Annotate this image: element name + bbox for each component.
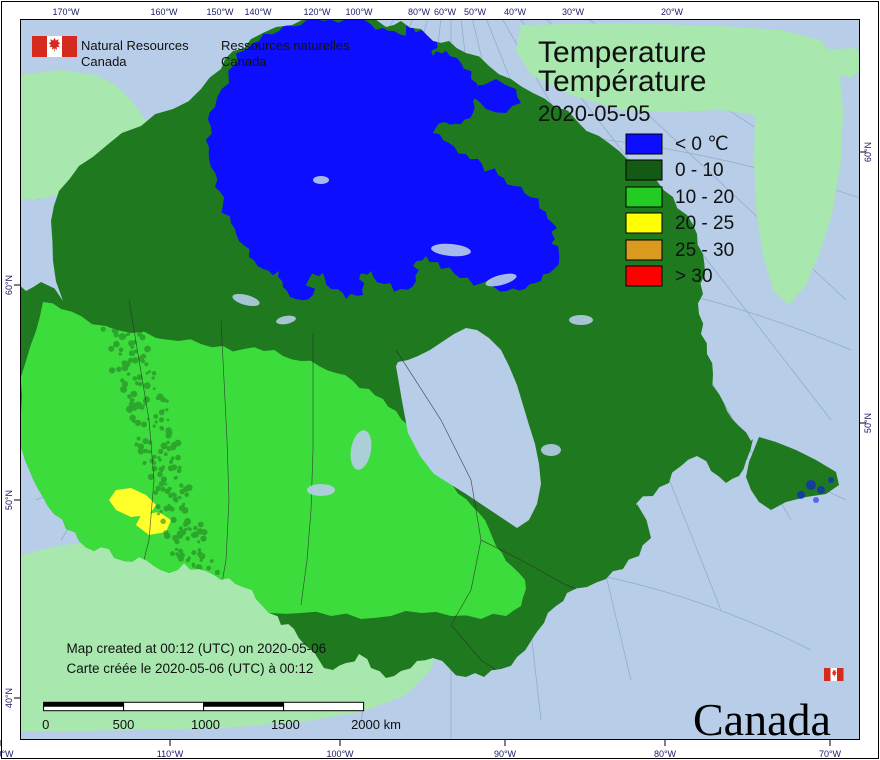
svg-text:Canada: Canada <box>81 54 127 69</box>
svg-text:10 - 20: 10 - 20 <box>675 187 734 208</box>
svg-text:1000: 1000 <box>191 717 220 732</box>
svg-text:20 - 25: 20 - 25 <box>675 213 734 234</box>
svg-text:> 30: > 30 <box>675 266 713 287</box>
svg-text:Canada: Canada <box>693 694 831 740</box>
svg-text:Température: Température <box>538 65 706 98</box>
svg-text:500: 500 <box>113 717 135 732</box>
svg-text:Canada: Canada <box>221 54 267 69</box>
svg-text:< 0 ℃: < 0 ℃ <box>675 134 729 155</box>
svg-text:1500: 1500 <box>271 717 300 732</box>
svg-text:Carte créée le 2020-05-06 (UTC: Carte créée le 2020-05-06 (UTC) à 00:12 <box>67 661 314 676</box>
svg-text:2000 km: 2000 km <box>351 717 401 732</box>
svg-text:Ressources naturelles: Ressources naturelles <box>221 38 350 53</box>
svg-text:0: 0 <box>42 717 49 732</box>
svg-text:0 - 10: 0 - 10 <box>675 160 724 181</box>
svg-text:Natural Resources: Natural Resources <box>81 38 189 53</box>
svg-text:Map created at 00:12 (UTC) on: Map created at 00:12 (UTC) on 2020-05-06 <box>67 641 327 656</box>
svg-text:25 - 30: 25 - 30 <box>675 240 734 261</box>
svg-text:2020-05-05: 2020-05-05 <box>538 101 651 126</box>
